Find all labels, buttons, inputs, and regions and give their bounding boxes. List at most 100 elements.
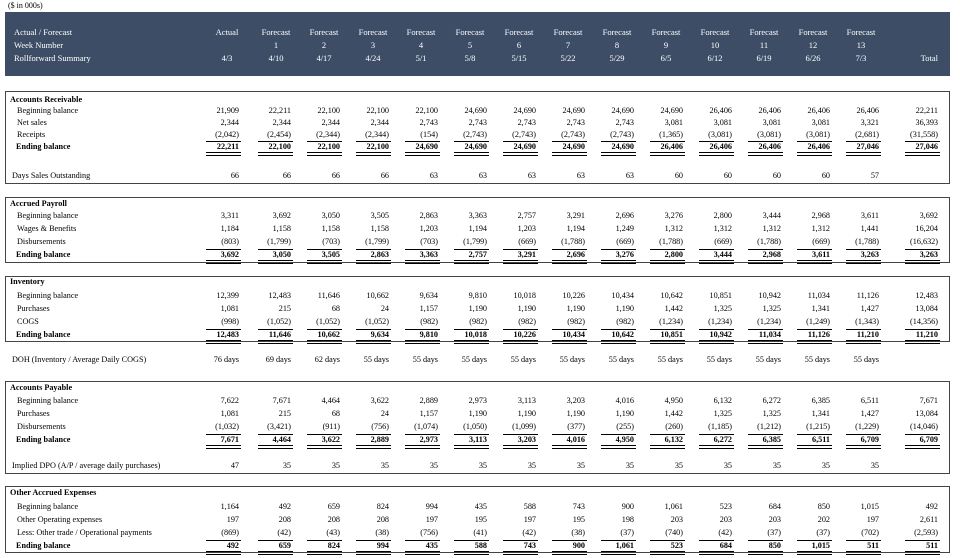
header-col-date: 5/22 xyxy=(560,53,576,63)
table-cell: 492 xyxy=(226,541,239,550)
total-double-line xyxy=(405,152,440,156)
subtotal-line xyxy=(454,249,489,250)
table-cell: 6,132 xyxy=(664,435,683,444)
table-cell: 2,889 xyxy=(419,396,438,405)
total-double-line xyxy=(748,445,783,449)
table-cell: (1,249) xyxy=(806,317,830,326)
section-title: Accrued Payroll xyxy=(10,199,67,208)
header-col-date: 4/17 xyxy=(316,53,332,63)
table-cell: 850 xyxy=(768,541,781,550)
row-label: Receipts xyxy=(17,130,46,139)
metric-cell: 35 xyxy=(282,461,291,470)
table-cell: 900 xyxy=(621,502,634,511)
table-cell: 6,511 xyxy=(860,396,879,405)
subtotal-line xyxy=(748,540,783,541)
table-cell: 4,016 xyxy=(566,435,585,444)
subtotal-line xyxy=(258,249,293,250)
table-cell: (1,799) xyxy=(365,237,389,246)
table-cell: 492 xyxy=(278,502,291,511)
subtotal-line xyxy=(601,540,636,541)
subtotal-line xyxy=(503,329,538,330)
metric-cell: 35 xyxy=(625,461,634,470)
table-cell: (43) xyxy=(326,528,340,537)
subtotal-line xyxy=(258,434,293,435)
total-double-line xyxy=(552,260,587,264)
table-cell: (1,234) xyxy=(659,317,683,326)
table-cell: 523 xyxy=(670,541,683,550)
subtotal-line xyxy=(356,434,391,435)
metric-cell: 63 xyxy=(576,171,585,180)
table-cell: (1,234) xyxy=(708,317,732,326)
table-cell: 6,272 xyxy=(713,435,732,444)
table-cell: 2,863 xyxy=(419,211,438,220)
table-cell: 994 xyxy=(425,502,438,511)
subtotal-line xyxy=(601,249,636,250)
table-cell: 2,889 xyxy=(370,435,389,444)
table-cell: (1,365) xyxy=(659,130,683,139)
table-cell: 588 xyxy=(474,541,487,550)
metric-cell: 60 xyxy=(723,171,732,180)
table-cell: (1,074) xyxy=(414,422,438,431)
subtotal-line xyxy=(405,540,440,541)
table-cell: (669) xyxy=(812,237,830,246)
table-cell: 24,690 xyxy=(513,106,536,115)
table-cell: (982) xyxy=(518,317,536,326)
table-cell: 24,690 xyxy=(611,106,634,115)
table-cell: (3,081) xyxy=(757,130,781,139)
header-col-week: 6 xyxy=(516,40,522,50)
table-cell: 22,100 xyxy=(366,106,389,115)
header-col-date: 6/26 xyxy=(805,53,821,63)
table-cell: 24,690 xyxy=(513,142,536,151)
table-cell: 27,046 xyxy=(915,142,938,151)
table-cell: 3,113 xyxy=(469,435,487,444)
subtotal-line xyxy=(206,540,241,541)
table-cell: (2,743) xyxy=(512,130,536,139)
subtotal-line xyxy=(846,141,881,142)
subtotal-line xyxy=(601,329,636,330)
header-label-rollforward-summary: Rollforward Summary xyxy=(14,53,91,63)
subtotal-line xyxy=(699,141,734,142)
total-double-line xyxy=(405,445,440,449)
header-col-date: 4/3 xyxy=(221,53,233,63)
table-cell: 3,263 xyxy=(919,250,938,259)
table-cell: (703) xyxy=(322,237,340,246)
subtotal-line xyxy=(503,249,538,250)
table-cell: 2,611 xyxy=(919,515,938,524)
table-cell: (669) xyxy=(518,237,536,246)
header-col-type: Forecast xyxy=(553,27,583,37)
header-col-type: Forecast xyxy=(309,27,339,37)
subtotal-line xyxy=(748,329,783,330)
header-col-total: Total xyxy=(920,53,938,63)
metric-cell: 35 xyxy=(870,461,879,470)
header-col-date: 6/5 xyxy=(660,53,672,63)
table-cell: 3,276 xyxy=(615,250,634,259)
total-double-line xyxy=(699,260,734,264)
table-cell: 3,050 xyxy=(321,211,340,220)
total-double-line xyxy=(206,551,241,555)
subtotal-line xyxy=(797,540,832,541)
subtotal-line xyxy=(797,141,832,142)
table-cell: 203 xyxy=(768,515,781,524)
total-double-line xyxy=(650,445,685,449)
table-cell: 11,034 xyxy=(758,330,781,339)
section-title: Other Accrued Expenses xyxy=(10,488,97,497)
table-cell: 3,444 xyxy=(762,211,781,220)
header-col-week: 12 xyxy=(808,40,818,50)
section-accrued-payroll xyxy=(5,197,950,263)
row-label: Purchases xyxy=(17,409,50,418)
table-cell: 12,483 xyxy=(268,291,291,300)
table-cell: 24,690 xyxy=(464,106,487,115)
row-label: Ending balance xyxy=(16,142,71,151)
subtotal-line xyxy=(552,249,587,250)
table-cell: (2,743) xyxy=(561,130,585,139)
subtotal-line xyxy=(307,540,342,541)
subtotal-line xyxy=(503,141,538,142)
total-double-line xyxy=(258,260,293,264)
table-cell: 1,061 xyxy=(615,541,634,550)
subtotal-line xyxy=(905,141,940,142)
table-cell: 215 xyxy=(278,304,291,313)
table-cell: 3,113 xyxy=(517,396,536,405)
table-cell: 1,442 xyxy=(664,304,683,313)
subtotal-line xyxy=(846,540,881,541)
table-cell: (982) xyxy=(616,317,634,326)
